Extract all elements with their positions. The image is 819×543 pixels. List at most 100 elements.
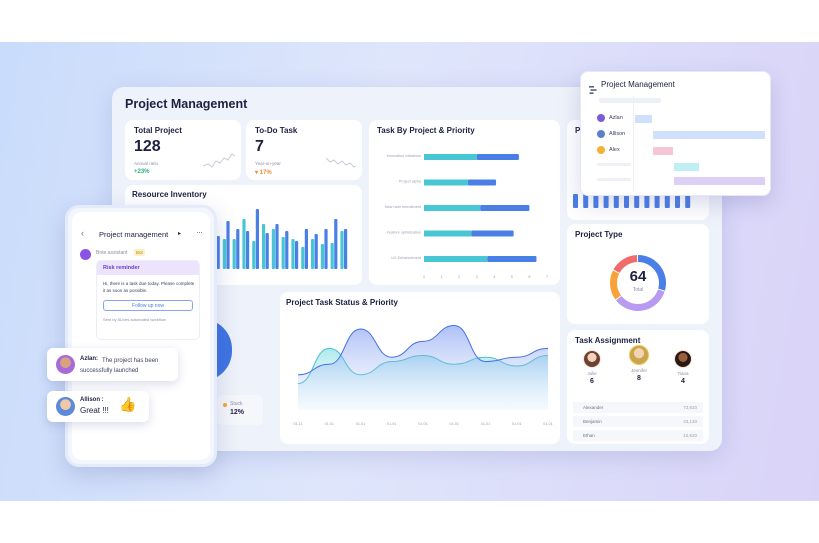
back-icon[interactable]: ‹ (81, 228, 84, 238)
assignment-row[interactable]: Benjamin 23,130 (573, 416, 703, 427)
hbar-tick-label: 3 (476, 275, 478, 279)
resource-bar (232, 239, 236, 269)
risk-title: Risk reminder (103, 265, 140, 271)
total-project-card[interactable]: Total Project 128 Annual ratio +23% (125, 120, 241, 180)
resource-bar (226, 221, 230, 269)
total-project-change: +23% (134, 169, 150, 175)
resource-bar (320, 244, 324, 269)
julie-count: 6 (590, 378, 594, 385)
todo-task-label: To-Do Task (255, 126, 298, 135)
assignment-row-value: 73,810 (683, 405, 697, 410)
assignment-row-name: Alexander (583, 405, 604, 410)
message-sender: Allison : (80, 397, 104, 403)
area-x-tick: 01.01 (324, 422, 334, 426)
bot-badge: Bot (134, 249, 145, 256)
gantt-popup[interactable]: Project Management Azlan Allison Alex (580, 71, 771, 196)
mini-bar (583, 194, 589, 208)
gantt-bar[interactable] (674, 177, 765, 185)
area-x-tick: 01.01 (481, 422, 491, 426)
todo-task-sub: Year-on-year (255, 161, 281, 166)
hbar-segment (487, 256, 537, 262)
todo-task-card[interactable]: To-Do Task 7 Year-on-year ▾ 17% (246, 120, 362, 180)
mobile-phone: ‹ Project management ▸ ··· Bote assistan… (65, 205, 217, 467)
gantt-grid (633, 96, 765, 192)
hbar-segment (467, 179, 497, 186)
allison-message-avatar (56, 397, 75, 416)
more-icon[interactable]: ··· (196, 227, 203, 237)
gantt-bar[interactable] (653, 131, 765, 139)
gantt-bar[interactable] (674, 163, 699, 171)
hbar-segment (424, 179, 468, 186)
assignee-tiana[interactable]: Tiana 4 (670, 350, 696, 394)
hbar-segment (424, 205, 481, 211)
total-project-sub: Annual ratio (134, 161, 159, 166)
assignment-row[interactable]: Alexander 73,810 (573, 402, 703, 413)
follow-up-button[interactable]: Follow up now (103, 300, 193, 311)
mini-bar (613, 194, 619, 208)
resource-bar (271, 229, 275, 269)
area-x-tick: 01.01 (543, 422, 553, 426)
area-x-tick: 01.01 (512, 422, 522, 426)
task-status-chart: 01.11 01.01 01.01 01.01 01.01 01.01 01.01 01.01… (293, 325, 553, 426)
task-by-project-card[interactable]: Task By Project & Priority Innovation In… (369, 120, 560, 285)
resource-inventory-chart (213, 209, 348, 269)
task-status-card[interactable]: Project Task Status & Priority 01.11 01.0… (280, 292, 560, 444)
jennifer-avatar (629, 345, 649, 365)
resource-bar (216, 236, 220, 269)
resource-bar (252, 241, 256, 269)
assignment-row-value: 10,620 (683, 433, 697, 438)
resource-bar (295, 241, 299, 269)
gantt-person-name: Azlan (609, 115, 623, 121)
hbar-tick-label: 1 (441, 275, 443, 279)
todo-task-change: ▾ 17% (255, 170, 272, 176)
resource-bar (246, 231, 250, 269)
message-bubble-allison[interactable]: Allison : Great !!! 👍 (47, 391, 149, 422)
julie-name: Julie (587, 371, 597, 376)
resource-inventory-label: Resource Inventory (132, 190, 207, 199)
gantt-bar[interactable] (635, 115, 652, 123)
assignee-julie[interactable]: Julie 6 (579, 350, 605, 394)
hero-background: Project Management Total Project 128 Ann… (0, 42, 819, 501)
julie-avatar (583, 350, 601, 368)
project-type-card[interactable]: Project Type 64 Total (567, 224, 709, 324)
gantt-icon (589, 81, 597, 94)
assignment-row[interactable]: Ethan 10,620 (573, 430, 703, 441)
resource-bar (314, 234, 318, 269)
hbar-tick-label: 0 (423, 275, 425, 279)
title-caret-icon[interactable]: ▸ (178, 231, 182, 237)
task-status-label: Project Task Status & Priority (286, 298, 398, 307)
risk-card: Risk reminder Hi, there is a task due to… (96, 260, 200, 340)
area-x-tick: 01.01 (418, 422, 428, 426)
todo-task-value: 7 (255, 138, 264, 155)
resource-bar (334, 219, 338, 269)
stuck-label: Stuck (230, 401, 243, 407)
resource-bar (330, 243, 334, 269)
resource-bar (301, 247, 305, 269)
hbar-category-label: Feature optimization (387, 231, 421, 235)
mini-bar (573, 194, 578, 208)
total-project-sparkline (203, 153, 235, 168)
tiana-avatar (674, 350, 692, 368)
hbar-category-label: UX Enhancement (391, 256, 422, 260)
hbar-tick-label: 6 (528, 275, 530, 279)
task-assignment-label: Task Assignment (575, 336, 641, 345)
assignee-jennifer[interactable]: Jennifer 8 (625, 345, 653, 393)
message-bubble-azlan[interactable]: Azlan: The project has been successfully… (47, 348, 178, 381)
task-assignment-card[interactable]: Task Assignment Julie 6 Jennifer 8 Tiana… (567, 330, 709, 444)
tiana-name: Tiana (677, 371, 689, 376)
resource-bar (344, 229, 348, 269)
message-text: The project has been successfully launch… (80, 358, 159, 374)
resource-bar (242, 219, 246, 269)
assignment-row-value: 23,130 (683, 419, 697, 424)
risk-text: Hi, there is a task due today. Please co… (103, 281, 195, 293)
resource-bar (311, 239, 315, 269)
gantt-bar[interactable] (653, 147, 673, 155)
area-x-tick: 01.01 (387, 422, 397, 426)
resource-bar (275, 224, 279, 269)
resource-bar (262, 224, 266, 269)
total-project-value: 128 (134, 138, 161, 155)
donut-slice (638, 255, 666, 291)
area-series-line (297, 325, 549, 376)
gantt-person-name: Alex (609, 147, 620, 153)
area-x-tick: 01.01 (449, 422, 459, 426)
